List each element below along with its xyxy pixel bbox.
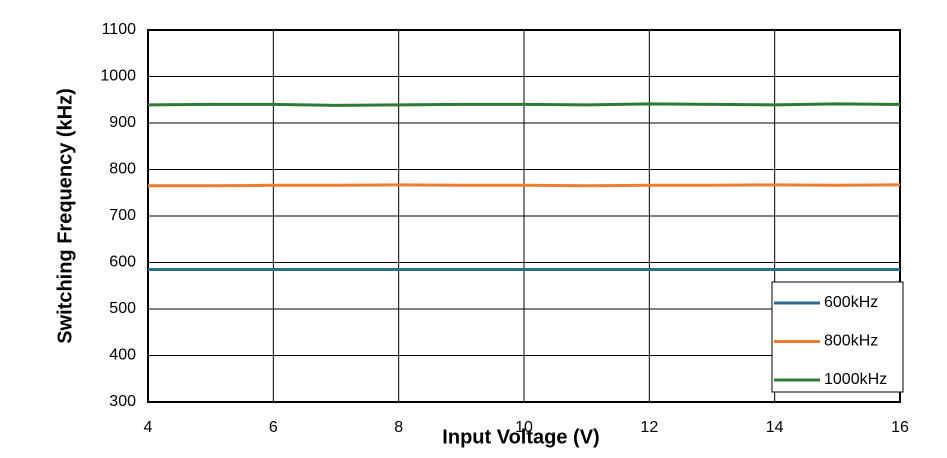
x-tick-label: 4 bbox=[144, 419, 153, 436]
x-tick-label: 8 bbox=[394, 419, 403, 436]
x-tick-label: 14 bbox=[766, 419, 784, 436]
x-tick-label: 6 bbox=[269, 419, 278, 436]
y-tick-label: 1100 bbox=[102, 21, 137, 38]
plot-border bbox=[147, 29, 901, 403]
series-line bbox=[148, 183, 901, 188]
x-tick-label: 10 bbox=[515, 419, 533, 436]
x-tick-label: 16 bbox=[891, 419, 909, 436]
y-tick-label: 700 bbox=[109, 207, 136, 224]
legend: 600kHz 800kHz 1000kHz bbox=[771, 281, 904, 393]
y-tick-label: 400 bbox=[109, 347, 136, 364]
legend-label: 800kHz bbox=[824, 333, 878, 350]
y-tick-label: 500 bbox=[109, 300, 136, 317]
y-tick-label: 600 bbox=[109, 254, 136, 271]
x-tick-label: 12 bbox=[640, 419, 658, 436]
y-axis-title: Switching Frequency (kHz) bbox=[54, 88, 76, 344]
y-tick-label: 800 bbox=[109, 161, 136, 178]
y-tick-label: 900 bbox=[109, 114, 136, 131]
series-line bbox=[147, 102, 901, 107]
y-tick-label: 1000 bbox=[100, 68, 136, 85]
legend-box bbox=[771, 281, 904, 393]
legend-label: 600kHz bbox=[824, 294, 878, 311]
x-axis-title: Input Voltage (V) bbox=[442, 426, 599, 448]
y-tick-label: 300 bbox=[109, 393, 136, 410]
legend-label: 1000kHz bbox=[824, 371, 887, 388]
